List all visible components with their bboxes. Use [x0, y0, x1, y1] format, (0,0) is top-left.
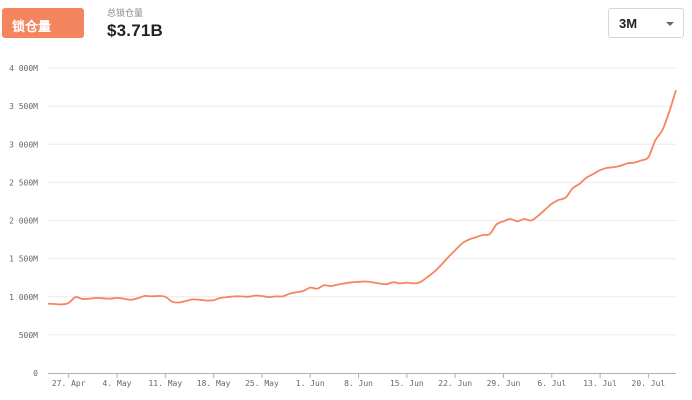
chart-grid	[48, 67, 676, 336]
y-tick-label: 500M	[19, 331, 38, 340]
y-tick-label: 1 500M	[9, 255, 38, 264]
total-tvl-label: 总锁仓量	[107, 8, 144, 18]
x-tick-label: 8. Jun	[344, 379, 373, 388]
tvl-series-line	[47, 89, 677, 306]
x-tick-label: 11. May	[148, 379, 182, 388]
x-tick-label: 20. Jul	[632, 379, 666, 388]
x-tick-label: 27. Apr	[52, 379, 86, 388]
x-tick-label: 29. Jun	[487, 379, 521, 388]
x-tick-label: 13. Jul	[583, 379, 617, 388]
total-tvl-stat: 总锁仓量 $3.71B	[107, 8, 163, 41]
x-tick-label: 25. May	[245, 379, 279, 388]
x-tick-label: 18. May	[197, 379, 231, 388]
y-tick-label: 1 000M	[9, 293, 38, 302]
y-tick-label: 4 000M	[9, 64, 38, 73]
time-range-value: 3M	[619, 16, 638, 31]
tvl-tab-button[interactable]: 锁仓量	[2, 8, 84, 38]
x-tick-label: 22. Jun	[438, 379, 472, 388]
y-tick-label: 2 500M	[9, 178, 38, 187]
chevron-down-icon	[666, 22, 674, 26]
x-tick-label: 1. Jun	[296, 379, 325, 388]
time-range-select[interactable]: 3M	[608, 8, 684, 38]
y-tick-label: 0	[33, 369, 38, 378]
x-axis: 27. Apr 4. May 11. May 18. May 25. May 1. Jun…	[48, 373, 676, 388]
chart-series	[47, 89, 677, 306]
y-tick-label: 3 000M	[9, 140, 38, 149]
y-tick-label: 2 000M	[9, 217, 38, 226]
x-tick-label: 4. May	[103, 379, 132, 388]
y-tick-label: 3 500M	[9, 102, 38, 111]
y-axis-ticks: 0 500M 1 000M 1 500M 2 000M 2 500M 3 000M 3 500…	[9, 64, 38, 378]
x-tick-label: 15. Jun	[390, 379, 424, 388]
x-tick-label: 6. Jul	[537, 379, 566, 388]
total-tvl-value: $3.71B	[107, 21, 164, 40]
